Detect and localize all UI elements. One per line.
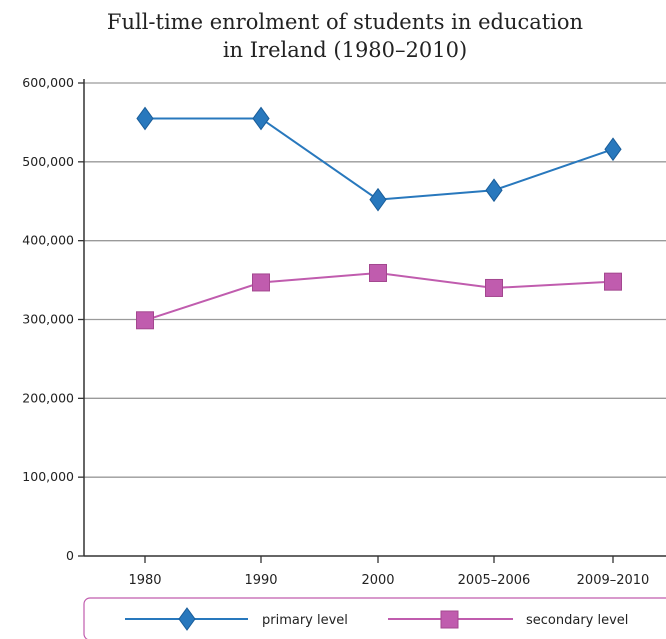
gridlines [84,82,666,478]
data-point-diamond [252,106,270,131]
data-point-diamond [485,178,503,203]
y-tick-label: 0 [66,548,74,563]
x-tick-label: 1980 [128,573,161,588]
series-primary-level [136,106,622,212]
legend-secondary-label: secondary level [526,613,628,628]
y-tick-label: 400,000 [22,233,74,248]
series-line [145,117,614,201]
data-point-square [604,272,622,291]
y-tick-label: 300,000 [22,312,74,327]
legend-primary-marker [178,607,196,631]
data-point-diamond [604,137,622,162]
chart-title-line-1: Full-time enrolment of students in educa… [107,10,583,34]
axes [83,79,666,557]
data-point-diamond [369,187,387,212]
x-tick-label: 1990 [244,573,277,588]
data-point-square [136,311,154,330]
y-tick-label: 600,000 [22,75,74,90]
series-group [136,106,622,330]
data-point-square [252,273,270,292]
y-tick-label: 100,000 [22,469,74,484]
x-tick-label: 2005–2006 [458,573,531,588]
data-point-square [485,278,503,297]
series-secondary-level [136,263,622,330]
y-tick-label: 500,000 [22,154,74,169]
x-tick-label: 2009–2010 [577,573,650,588]
x-axis-ticks: 1980 1990 2000 2005–2006 2009–2010 [128,556,649,588]
legend-primary-label: primary level [262,613,348,628]
y-axis-ticks: 600,000 500,000 400,000 300,000 200,000 100,0… [22,75,84,563]
legend-box [83,597,666,639]
legend-secondary-marker [440,610,459,629]
data-point-diamond [136,106,154,131]
legend: primary level secondary level [83,597,666,639]
y-tick-label: 200,000 [22,390,74,405]
chart-title-line-2: in Ireland (1980–2010) [223,38,467,62]
x-tick-label: 2000 [361,573,394,588]
data-point-square [369,263,387,282]
